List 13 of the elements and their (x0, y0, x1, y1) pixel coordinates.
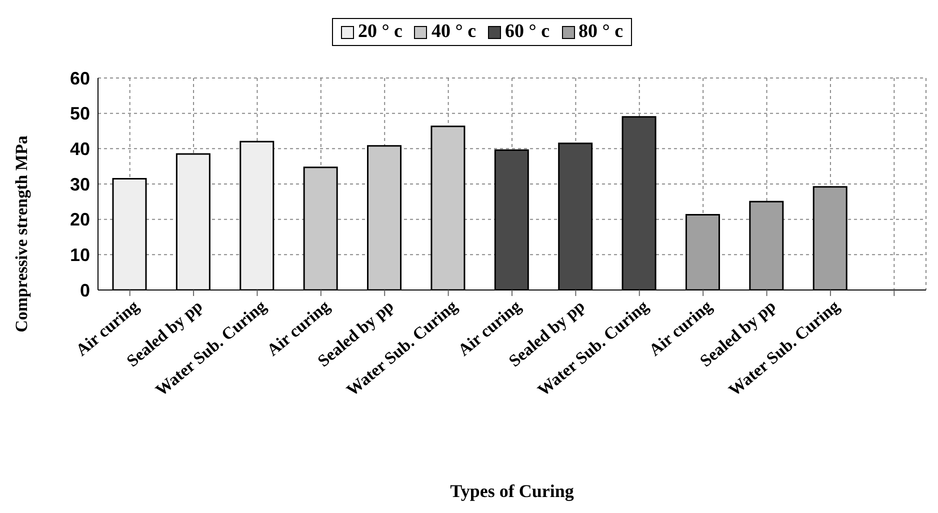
legend-label: 40 ° c (430, 21, 476, 43)
y-tick-label: 10 (70, 245, 90, 266)
y-tick-label: 30 (70, 174, 90, 194)
y-tick-label: 40 (70, 139, 90, 160)
legend-label: 20 ° c (356, 21, 402, 43)
legend-label: 60 ° c (504, 21, 550, 43)
y-axis-title: Compressive strength MPa (12, 135, 32, 332)
x-axis-title: Types of Curing (450, 481, 574, 501)
legend-label: 80 ° c (578, 21, 624, 43)
y-tick-label: 60 (70, 68, 90, 88)
y-tick-label: 50 (70, 104, 90, 124)
y-tick-label: 20 (70, 210, 90, 230)
y-tick-label: 0 (80, 280, 90, 300)
